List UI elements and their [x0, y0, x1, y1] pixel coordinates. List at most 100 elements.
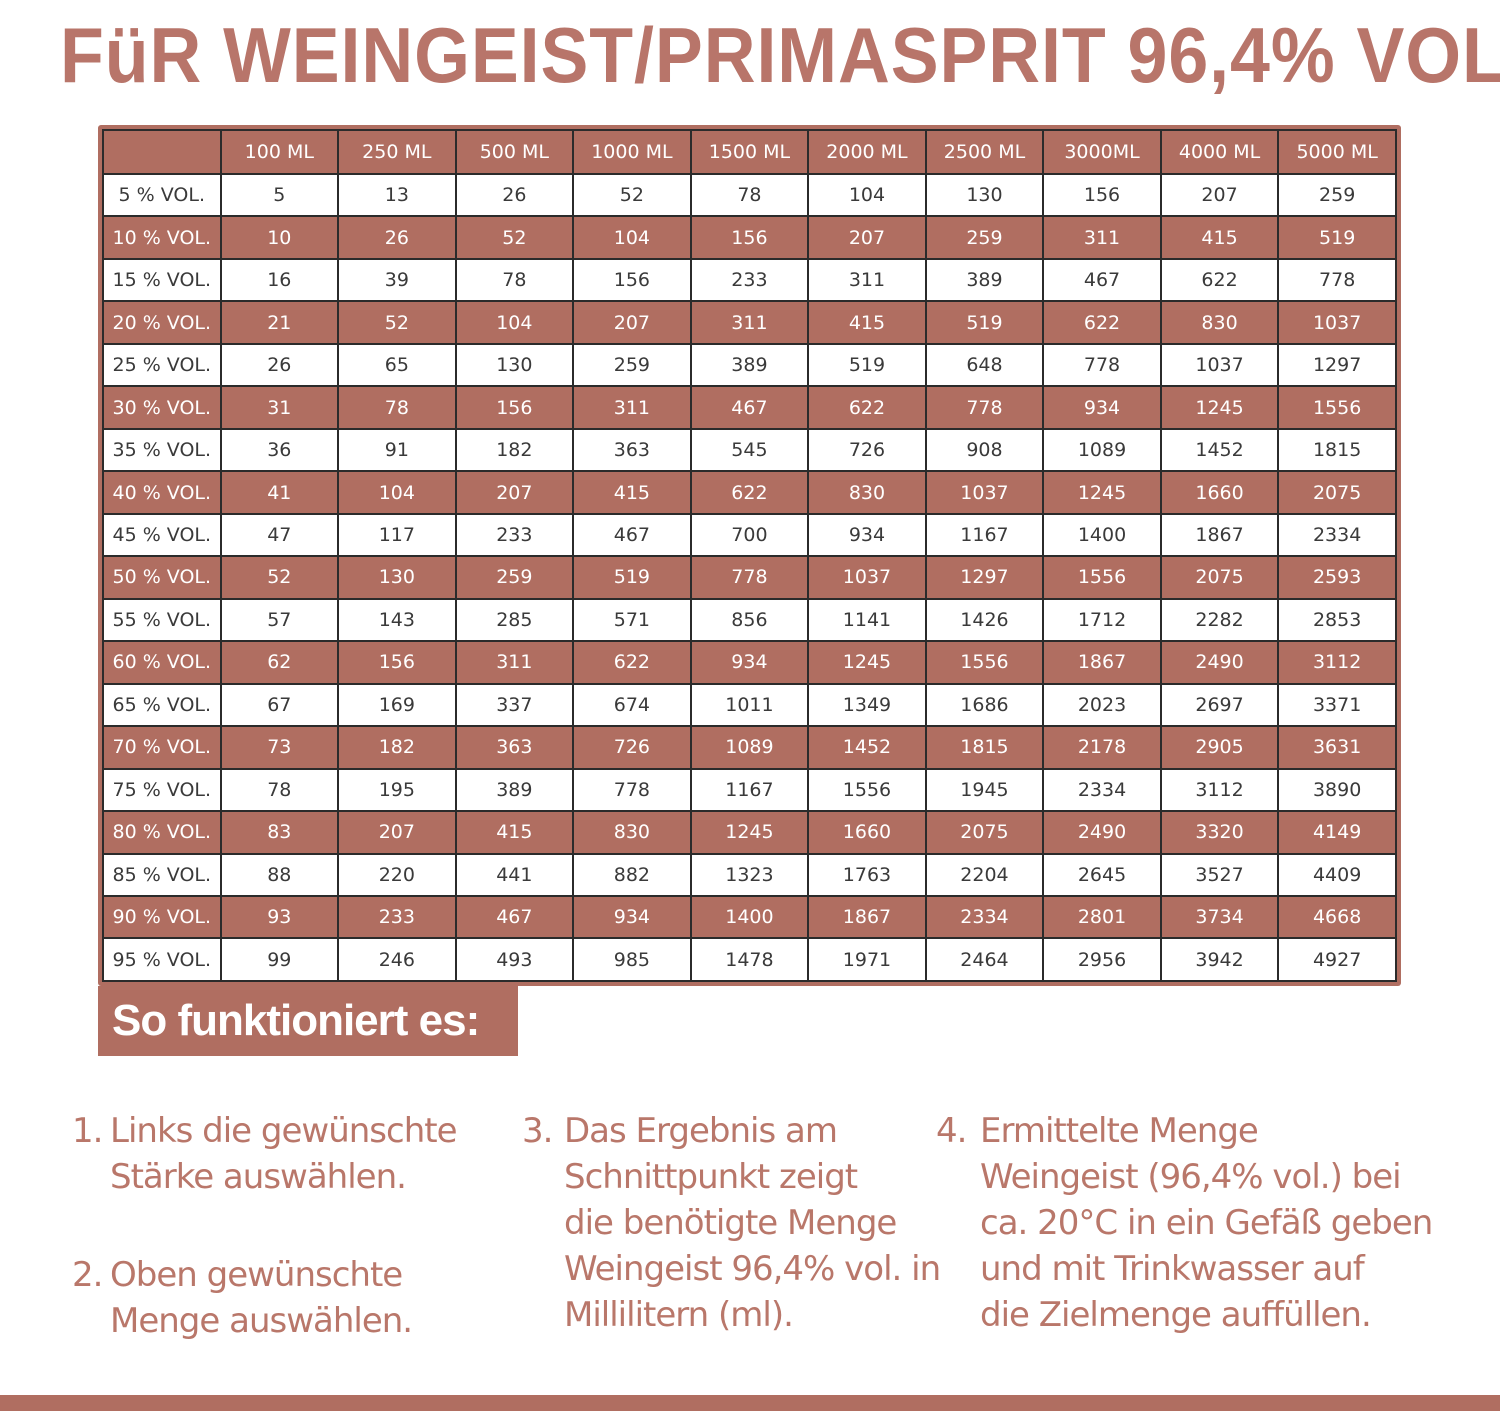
- row-header-strength: 25 % VOL.: [102, 342, 222, 388]
- step-line: Stärke auswählen.: [110, 1157, 407, 1197]
- table-cell: 62: [219, 640, 340, 685]
- row-header-strength: 10 % VOL.: [102, 215, 222, 260]
- table-cell: 93: [219, 894, 340, 940]
- table-cell: 73: [219, 725, 340, 770]
- table-cell: 311: [689, 300, 810, 345]
- table-cell: 1011: [689, 682, 810, 728]
- table-cell: 233: [454, 512, 575, 558]
- table-cell: 99: [219, 937, 340, 982]
- table-cell: 519: [807, 342, 927, 388]
- column-header-volume: 500 ML: [454, 129, 575, 175]
- table-cell: 207: [454, 470, 575, 515]
- table-cell: 2956: [1042, 937, 1162, 982]
- table-cell: 2075: [1159, 555, 1280, 600]
- table-cell: 47: [219, 512, 340, 558]
- table-cell: 207: [807, 215, 927, 260]
- table-cell: 1400: [689, 894, 810, 940]
- table-cell: 3112: [1159, 767, 1280, 813]
- table-cell: 78: [689, 172, 810, 218]
- table-cell: 934: [572, 894, 692, 940]
- dilution-table-container: 100 ML 250 ML 500 ML 1000 ML 1500 ML 2000 ML 2…: [98, 125, 1401, 986]
- row-header-strength: 30 % VOL.: [102, 385, 222, 430]
- table-cell: 3890: [1277, 767, 1397, 813]
- table-body: 5 % VOL. 5 13 26 52 78 104 130 156 207 259 10 % VOL…: [102, 172, 1397, 982]
- howto-heading: So funktioniert es:: [98, 986, 518, 1056]
- table-cell: 2801: [1042, 894, 1162, 940]
- column-header-volume: 100 ML: [219, 129, 340, 175]
- row-header-strength: 65 % VOL.: [102, 682, 222, 728]
- table-cell: 1141: [807, 597, 927, 643]
- table-cell: 1245: [807, 640, 927, 685]
- step-line: Menge auswählen.: [110, 1301, 413, 1341]
- table-cell: 311: [454, 640, 575, 685]
- table-cell: 117: [337, 512, 457, 558]
- table-cell: 389: [924, 257, 1045, 303]
- row-header-strength: 5 % VOL.: [102, 172, 222, 218]
- table-cell: 778: [689, 555, 810, 600]
- table-cell: 259: [1277, 172, 1397, 218]
- table-cell: 143: [337, 597, 457, 643]
- step-line: ca. 20°C in ein Gefäß geben: [980, 1203, 1433, 1243]
- table-cell: 104: [572, 215, 692, 260]
- table-cell: 3631: [1277, 725, 1397, 770]
- table-cell: 2334: [924, 894, 1045, 940]
- step-line: Oben gewünschte: [110, 1255, 403, 1295]
- table-cell: 83: [219, 810, 340, 855]
- table-cell: 778: [924, 385, 1045, 430]
- table-cell: 2178: [1042, 725, 1162, 770]
- table-cell: 1971: [807, 937, 927, 982]
- table-cell: 1349: [807, 682, 927, 728]
- table-cell: 856: [689, 597, 810, 643]
- table-cell: 52: [337, 300, 457, 345]
- table-cell: 26: [337, 215, 457, 260]
- table-cell: 934: [689, 640, 810, 685]
- table-cell: 207: [1159, 172, 1280, 218]
- table-row: 60 % VOL. 62 156 311 622 934 1245 1556 1867 2490 3…: [102, 640, 1397, 685]
- table-cell: 389: [454, 767, 575, 813]
- table-cell: 4409: [1277, 852, 1397, 897]
- row-header-strength: 45 % VOL.: [102, 512, 222, 558]
- row-header-strength: 50 % VOL.: [102, 555, 222, 600]
- table-cell: 156: [689, 215, 810, 260]
- table-cell: 36: [219, 427, 340, 473]
- table-row: 20 % VOL. 21 52 104 207 311 415 519 622 830 1037: [102, 300, 1397, 345]
- table-cell: 1556: [924, 640, 1045, 685]
- step-line: Millilitern (ml).: [564, 1295, 794, 1335]
- table-cell: 1426: [924, 597, 1045, 643]
- table-cell: 1167: [924, 512, 1045, 558]
- table-cell: 1660: [1159, 470, 1280, 515]
- step-number: 1.: [72, 1111, 103, 1151]
- table-cell: 104: [807, 172, 927, 218]
- table-cell: 778: [1042, 342, 1162, 388]
- table-row: 30 % VOL. 31 78 156 311 467 622 778 934 1245 1556: [102, 385, 1397, 430]
- table-cell: 31: [219, 385, 340, 430]
- table-cell: 169: [337, 682, 457, 728]
- table-cell: 2334: [1042, 767, 1162, 813]
- table-cell: 622: [807, 385, 927, 430]
- table-cell: 2593: [1277, 555, 1397, 600]
- table-cell: 57: [219, 597, 340, 643]
- table-cell: 415: [454, 810, 575, 855]
- table-cell: 2204: [924, 852, 1045, 897]
- table-cell: 2023: [1042, 682, 1162, 728]
- dilution-table: 100 ML 250 ML 500 ML 1000 ML 1500 ML 2000 ML 2…: [102, 129, 1397, 982]
- step-line: Links die gewünschte: [110, 1111, 458, 1151]
- row-header-strength: 75 % VOL.: [102, 767, 222, 813]
- table-cell: 467: [689, 385, 810, 430]
- table-cell: 1452: [807, 725, 927, 770]
- table-cell: 622: [689, 470, 810, 515]
- table-cell: 363: [572, 427, 692, 473]
- table-cell: 1763: [807, 852, 927, 897]
- table-cell: 985: [572, 937, 692, 982]
- table-cell: 259: [454, 555, 575, 600]
- row-header-strength: 70 % VOL.: [102, 725, 222, 770]
- table-cell: 389: [689, 342, 810, 388]
- table-cell: 1167: [689, 767, 810, 813]
- table-cell: 1556: [1042, 555, 1162, 600]
- table-cell: 182: [454, 427, 575, 473]
- table-header-row: 100 ML 250 ML 500 ML 1000 ML 1500 ML 2000 ML 2…: [102, 129, 1397, 175]
- table-cell: 156: [337, 640, 457, 685]
- table-cell: 1037: [1159, 342, 1280, 388]
- table-cell: 415: [807, 300, 927, 345]
- table-cell: 2490: [1159, 640, 1280, 685]
